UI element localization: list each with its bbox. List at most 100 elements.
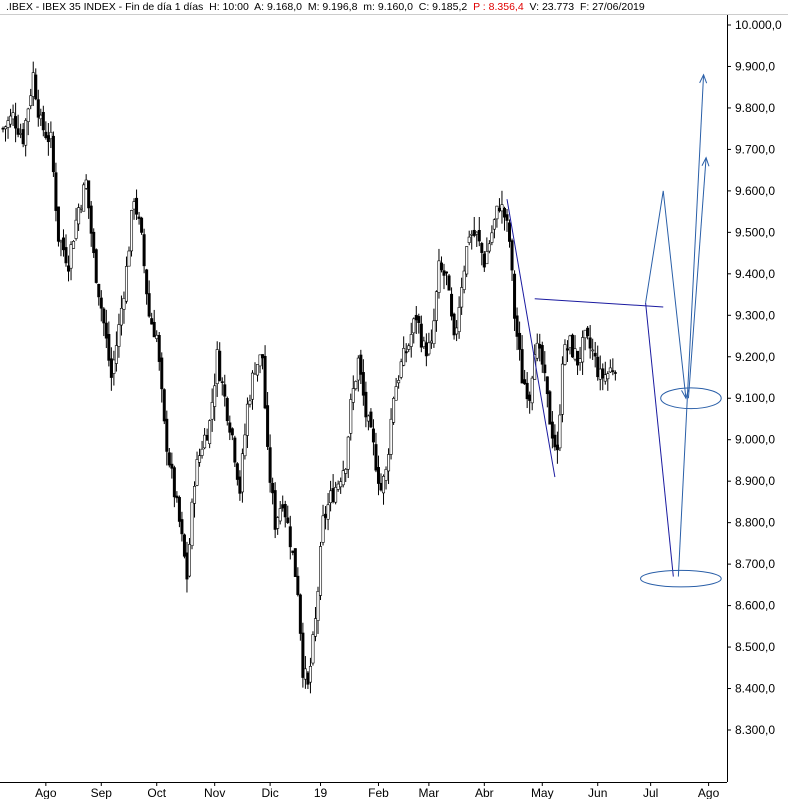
candle-body (540, 345, 544, 365)
candle-body (16, 128, 20, 135)
target-ellipse (660, 387, 722, 410)
candle-body (535, 342, 539, 359)
candle-body (319, 546, 323, 596)
y-tick-label: 9.400,0 (735, 267, 775, 281)
candle-body (263, 355, 267, 409)
candle-body (278, 508, 282, 522)
high-value: M: 9.196,8 (307, 1, 358, 13)
candle-body (36, 99, 40, 118)
candle-body (596, 356, 600, 378)
y-tick-label: 9.600,0 (735, 184, 775, 198)
candle-body (258, 354, 262, 367)
y-tick-label: 9.900,0 (735, 59, 775, 73)
y-tick-label: 9.700,0 (735, 142, 775, 156)
candle-body (271, 482, 275, 494)
candle-body (235, 463, 239, 480)
candle-body (31, 72, 35, 97)
x-tick-label: Nov (204, 786, 225, 799)
candle-body (160, 357, 164, 390)
candle-body (4, 126, 8, 130)
projection-up-arrowhead (699, 73, 708, 84)
candle-body (513, 273, 517, 319)
projection-down-line (645, 302, 674, 577)
candle-body (303, 668, 307, 680)
candle-body (414, 314, 418, 321)
candle-body (46, 135, 50, 143)
candle-body (402, 348, 406, 366)
y-axis: 10.000,0 9.900,0 9.800,0 9.700,0 9.600,0 9.50… (727, 18, 782, 737)
candle-body (480, 243, 484, 253)
date-value: F: 27/06/2019 (579, 1, 645, 13)
candle-body (286, 517, 290, 523)
candle-body (329, 490, 333, 504)
candle-body (364, 391, 368, 418)
candle-body (356, 357, 360, 381)
candle-body (250, 372, 254, 400)
candle-body (586, 327, 590, 337)
candle-body (568, 335, 572, 348)
candle-body (565, 348, 569, 351)
low-value: m: 9.160,0 (363, 1, 413, 13)
candle-body (97, 283, 101, 298)
candle-body (369, 411, 373, 428)
x-tick-label: Oct (147, 786, 166, 799)
volume-value: V: 23.773 (529, 1, 575, 13)
candle-body (223, 384, 227, 397)
candle-body (608, 367, 612, 373)
candle-body (187, 544, 191, 577)
candle-body (518, 332, 522, 350)
candle-body (490, 232, 494, 243)
candle-body (392, 398, 396, 423)
candle-body (49, 131, 53, 140)
candle-body (455, 327, 459, 335)
candle-body (505, 214, 509, 221)
candle-body (613, 372, 617, 374)
candle-body (470, 233, 474, 236)
candle-body (576, 350, 580, 366)
candle-body (528, 394, 532, 401)
candle-body (77, 207, 81, 225)
projection-zigzag (645, 190, 687, 399)
candle-body (89, 205, 93, 234)
candle-body (439, 262, 443, 271)
candle-body (510, 240, 514, 271)
candle-body (520, 349, 524, 384)
candle-body (467, 236, 471, 243)
candle-body (240, 453, 244, 493)
candle-body (87, 180, 91, 209)
candle-body (341, 470, 345, 486)
candle-body (182, 534, 186, 557)
candle-body (67, 265, 71, 272)
candle-body (122, 298, 126, 310)
y-tick-label: 8.700,0 (735, 557, 775, 571)
candle-body (538, 344, 542, 349)
candle-body (492, 219, 496, 230)
candle-body (74, 219, 78, 239)
candle-body (324, 513, 328, 518)
candle-body (588, 337, 592, 349)
candle-body (59, 240, 63, 243)
candle-body (366, 415, 370, 422)
candle-body (1, 127, 5, 130)
candle-body (26, 108, 30, 122)
candle-body (344, 469, 348, 474)
candle-body (515, 315, 519, 337)
candle-body (359, 354, 363, 375)
candle-body (495, 205, 499, 220)
y-tick-label: 9.200,0 (735, 350, 775, 364)
candle-body (306, 672, 310, 685)
y-tick-label: 8.900,0 (735, 474, 775, 488)
candle-body (485, 251, 489, 265)
candle-body (301, 632, 305, 678)
candle-body (462, 270, 466, 290)
candle-body (124, 266, 128, 302)
candle-body (550, 421, 554, 439)
candle-body (553, 434, 557, 448)
y-tick-label: 8.800,0 (735, 516, 775, 530)
candle-body (107, 334, 111, 361)
candle-body (399, 361, 403, 378)
y-tick-label: 8.300,0 (735, 723, 775, 737)
candle-body (500, 204, 504, 212)
y-tick-label: 8.600,0 (735, 599, 775, 613)
